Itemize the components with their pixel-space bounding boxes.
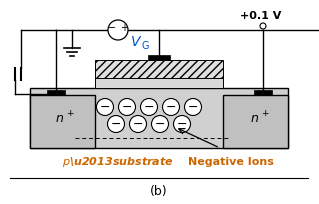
Bar bbox=[30, 95, 95, 148]
Circle shape bbox=[152, 115, 168, 133]
Text: −: − bbox=[133, 118, 143, 131]
Text: −: − bbox=[100, 101, 110, 113]
Bar bbox=[148, 55, 170, 60]
Text: +0.1 V: +0.1 V bbox=[240, 11, 281, 21]
Text: $n$: $n$ bbox=[250, 112, 260, 124]
Text: +: + bbox=[66, 110, 74, 119]
Text: −: − bbox=[108, 23, 116, 33]
Circle shape bbox=[97, 99, 114, 115]
Text: G: G bbox=[141, 41, 149, 51]
Text: $p$\u2013substrate: $p$\u2013substrate bbox=[62, 155, 174, 169]
Text: +: + bbox=[120, 23, 128, 33]
Bar bbox=[47, 90, 65, 95]
Text: −: − bbox=[188, 101, 198, 113]
Circle shape bbox=[174, 115, 190, 133]
Circle shape bbox=[162, 99, 180, 115]
Circle shape bbox=[260, 23, 266, 29]
Circle shape bbox=[118, 99, 136, 115]
Text: −: − bbox=[166, 101, 176, 113]
Bar bbox=[95, 60, 223, 78]
Text: Negative Ions: Negative Ions bbox=[188, 157, 274, 167]
Text: +: + bbox=[261, 110, 269, 119]
Text: −: − bbox=[155, 118, 165, 131]
Text: −: − bbox=[144, 101, 154, 113]
Text: −: − bbox=[111, 118, 121, 131]
Bar bbox=[30, 88, 288, 148]
Circle shape bbox=[108, 20, 128, 40]
Text: $n$: $n$ bbox=[56, 112, 64, 124]
Bar bbox=[95, 78, 223, 88]
Text: $V$: $V$ bbox=[130, 35, 142, 49]
Text: −: − bbox=[122, 101, 132, 113]
Bar bbox=[254, 90, 272, 95]
Circle shape bbox=[140, 99, 158, 115]
Bar bbox=[223, 95, 288, 148]
Circle shape bbox=[130, 115, 146, 133]
Circle shape bbox=[184, 99, 202, 115]
Text: (b): (b) bbox=[150, 184, 168, 197]
Text: −: − bbox=[177, 118, 187, 131]
Circle shape bbox=[108, 115, 124, 133]
